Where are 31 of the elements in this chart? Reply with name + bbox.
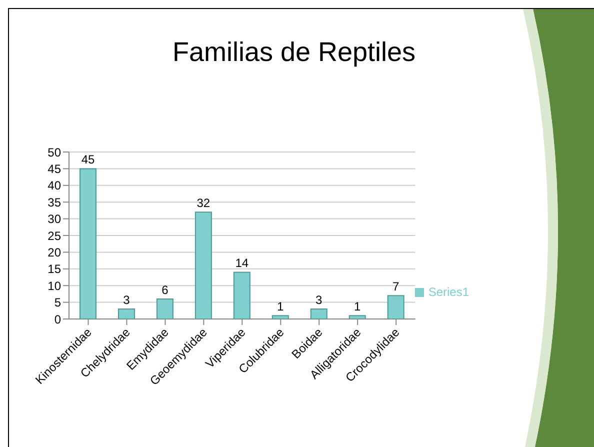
bar xyxy=(80,168,96,319)
data-label: 32 xyxy=(196,196,210,210)
y-tick-label: 30 xyxy=(48,212,62,226)
y-tick-label: 0 xyxy=(54,312,62,326)
y-tick-label: 10 xyxy=(48,278,62,293)
data-label: 6 xyxy=(162,282,169,297)
bar xyxy=(310,308,328,319)
data-label: 1 xyxy=(354,300,362,314)
bar xyxy=(348,315,366,319)
y-tick-label: 50 xyxy=(48,145,62,160)
chart-title: Familias de Reptiles xyxy=(171,37,417,68)
bar xyxy=(233,272,250,319)
data-label: 45 xyxy=(81,152,95,167)
y-tick-label: 20 xyxy=(48,245,62,260)
bar xyxy=(194,212,212,319)
data-label: 1 xyxy=(277,300,284,314)
y-tick-label: 35 xyxy=(48,195,62,210)
y-tick-label: 25 xyxy=(48,228,62,243)
legend-label: Series1 xyxy=(428,285,469,299)
data-label: 3 xyxy=(316,292,323,307)
y-tick-label: 45 xyxy=(48,162,62,176)
data-label: 7 xyxy=(392,280,400,294)
y-tick-label: 40 xyxy=(48,178,62,193)
y-tick-label: 5 xyxy=(54,296,62,310)
bar xyxy=(387,295,404,319)
data-label: 3 xyxy=(123,292,130,307)
y-tick-label: 15 xyxy=(48,262,62,276)
bar xyxy=(272,315,289,319)
bar xyxy=(118,308,135,319)
data-label: 14 xyxy=(235,256,249,270)
bar xyxy=(156,298,174,319)
